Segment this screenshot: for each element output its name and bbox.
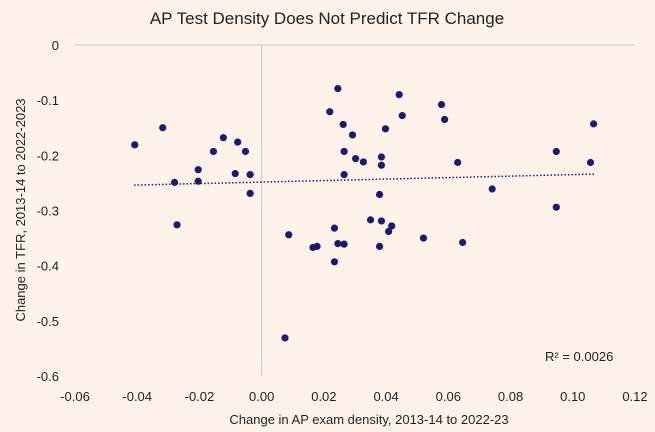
data-point: [352, 155, 360, 163]
data-point: [340, 240, 348, 248]
x-tick-label: 0.08: [498, 389, 523, 404]
data-point: [488, 185, 496, 193]
data-point: [170, 178, 179, 186]
data-point: [377, 217, 386, 225]
data-point: [285, 231, 293, 239]
r-squared-annotation: R² = 0.0026: [545, 349, 613, 364]
data-point: [334, 84, 342, 93]
data-point: [586, 158, 595, 167]
data-point: [340, 171, 348, 179]
data-point: [173, 221, 181, 229]
y-tick-label: 0: [52, 38, 59, 53]
data-point: [366, 216, 375, 224]
y-tick-label: -0.3: [37, 204, 59, 219]
data-point: [231, 169, 239, 178]
tick-labels: -0.06 -0.04 -0.02 0.00 0.02 0.04 0.06 0.08 0.10 0…: [37, 38, 648, 404]
data-point: [398, 112, 406, 120]
data-point: [340, 147, 348, 156]
data-point: [590, 120, 598, 128]
axes-layer: [75, 44, 635, 376]
chart-title: AP Test Density Does Not Predict TFR Cha…: [150, 9, 504, 28]
data-point: [334, 240, 342, 248]
data-point: [330, 224, 339, 232]
y-axis-label: Change in TFR, 2013-14 to 2022-2023: [13, 98, 28, 321]
y-tick-label: -0.2: [37, 148, 59, 163]
data-point: [395, 91, 403, 99]
data-point: [375, 242, 384, 250]
data-point: [375, 190, 384, 199]
data-point: [194, 166, 202, 174]
trendline: [134, 173, 595, 186]
data-point: [330, 258, 339, 266]
data-point: [377, 153, 386, 161]
x-tick-label: 0.00: [249, 389, 274, 404]
x-tick-label: 0.06: [436, 389, 461, 404]
data-point: [437, 100, 446, 109]
x-tick-label: 0.04: [373, 389, 398, 404]
data-point: [131, 141, 139, 149]
data-point: [348, 131, 357, 139]
x-tick-label: 0.10: [560, 389, 585, 404]
y-tick-label: -0.6: [37, 369, 59, 384]
data-point: [241, 147, 250, 156]
data-point: [552, 203, 560, 211]
x-tick-label: -0.02: [185, 389, 215, 404]
trendline-layer: [134, 173, 595, 186]
data-point: [159, 124, 167, 132]
data-points: [131, 84, 598, 342]
data-point: [381, 125, 390, 133]
x-tick-label: -0.06: [60, 389, 90, 404]
x-axis-label: Change in AP exam density, 2013-14 to 20…: [229, 412, 508, 427]
data-point: [454, 158, 462, 167]
data-point: [388, 222, 396, 230]
data-point: [313, 242, 321, 250]
data-point: [377, 161, 386, 169]
data-point: [209, 147, 218, 156]
x-tick-label: -0.04: [122, 389, 152, 404]
y-tick-label: -0.4: [37, 259, 59, 274]
data-point: [246, 189, 254, 197]
data-point: [339, 120, 347, 129]
data-point: [359, 158, 367, 166]
x-tick-label: 0.12: [622, 389, 647, 404]
data-point: [219, 134, 227, 142]
data-point: [194, 177, 202, 185]
data-point: [441, 115, 449, 124]
x-tick-label: 0.02: [311, 389, 336, 404]
data-point: [326, 108, 334, 116]
data-point: [281, 334, 289, 342]
y-tick-label: -0.5: [37, 314, 59, 329]
y-tick-label: -0.1: [37, 93, 59, 108]
data-point: [246, 171, 254, 179]
data-point: [552, 147, 560, 156]
data-point: [385, 227, 393, 236]
data-point: [234, 138, 242, 146]
data-point: [459, 238, 467, 247]
data-point: [419, 234, 428, 242]
